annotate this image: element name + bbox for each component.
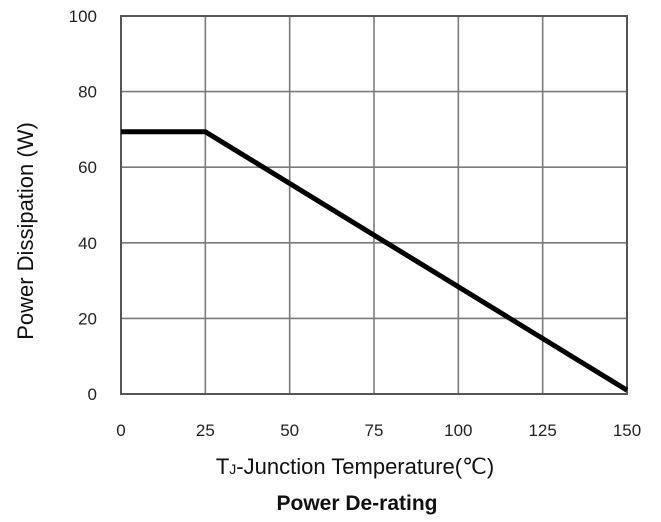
y-tick-label: 60 [78,158,97,177]
x-tick-label: 75 [365,421,384,440]
x-tick-label: 125 [528,421,556,440]
x-tick-labels: 0 25 50 75 100 125 150 [116,421,641,440]
x-axis-title-subscript: J [229,461,236,477]
x-tick-label: 50 [280,421,299,440]
y-tick-label: 0 [88,385,97,404]
x-axis-title: TJ-Junction Temperature(℃) [216,454,494,479]
series-layer [121,129,629,393]
x-tick-label: 100 [444,421,472,440]
x-tick-label: 25 [196,421,215,440]
y-tick-label: 80 [78,83,97,102]
y-tick-labels: 0 20 40 60 80 100 [69,7,97,404]
x-tick-label: 150 [613,421,641,440]
x-axis-title-main: T [216,454,229,479]
y-tick-label: 100 [69,7,97,26]
y-tick-label: 40 [78,234,97,253]
x-axis-title-rest: -Junction Temperature(℃) [236,454,494,479]
y-tick-label: 20 [78,309,97,328]
chart-title: Power De-rating [276,492,437,515]
x-tick-label: 0 [116,421,125,440]
series-line-0 [121,129,629,393]
grid [120,15,628,395]
y-axis-title: Power Dissipation (W) [13,122,38,340]
plot-area [120,15,628,395]
